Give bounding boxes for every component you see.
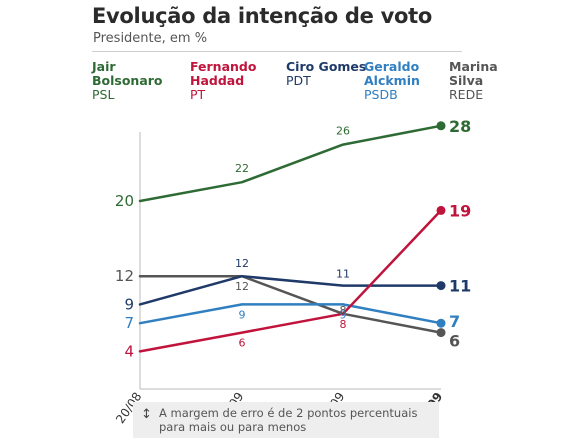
legend-party: PT	[190, 87, 206, 102]
series-endpoint-marker	[436, 205, 446, 215]
data-label: 9	[239, 308, 246, 321]
data-label: 26	[336, 125, 350, 138]
legend-item-bolsonaro: Jair Bolsonaro PSL	[92, 60, 182, 102]
legend-item-haddad: Fernando Haddad PT	[190, 60, 280, 102]
series-endpoint-marker	[436, 281, 446, 291]
series-endpoint-marker	[436, 328, 446, 338]
data-label: 12	[235, 257, 249, 270]
data-label: 22	[235, 162, 249, 175]
legend-name: Fernando Haddad	[190, 59, 257, 88]
legend-party: PSDB	[364, 87, 398, 102]
data-label: 8	[340, 318, 347, 331]
data-label-start: 4	[124, 342, 134, 360]
legend-item-ciro: Ciro Gomes PDT	[286, 60, 376, 88]
series-line	[138, 124, 443, 203]
legend-name: Ciro Gomes	[286, 59, 367, 74]
data-label-end: 11	[449, 277, 471, 296]
data-label-end: 6	[449, 332, 460, 351]
data-label-start: 7	[124, 314, 134, 332]
series-endpoint-marker	[436, 318, 446, 328]
series-line	[138, 274, 443, 306]
series-line	[138, 209, 443, 353]
series-endpoint-marker	[436, 121, 446, 131]
data-label-end: 28	[449, 117, 471, 136]
legend-name: Marina Silva	[449, 59, 498, 88]
data-label-end: 7	[449, 312, 460, 331]
margin-of-error-note: ↕ A margem de erro é de 2 pontos percent…	[133, 402, 439, 438]
data-label-start: 12	[115, 267, 134, 285]
up-down-arrow-icon: ↕	[141, 407, 152, 422]
legend-party: REDE	[449, 87, 484, 102]
legend-name: Geraldo Alckmin	[364, 59, 420, 88]
title-divider	[92, 51, 462, 52]
series-line	[138, 274, 443, 334]
legend-party: PDT	[286, 73, 311, 88]
legend-item-marina: Marina Silva REDE	[449, 60, 529, 102]
legend-party: PSL	[92, 87, 115, 102]
data-label-start: 9	[124, 295, 134, 313]
series-line	[138, 303, 443, 325]
data-label: 8	[340, 304, 347, 317]
chart-title: Evolução da intenção de voto	[92, 4, 432, 28]
data-label-start: 20	[115, 192, 134, 210]
data-label-end: 19	[449, 201, 471, 220]
data-label: 6	[239, 337, 246, 350]
data-label: 11	[336, 268, 350, 281]
margin-of-error-text: A margem de erro é de 2 pontos percentua…	[159, 406, 418, 434]
data-label: 9	[340, 308, 347, 321]
legend-item-alckmin: Geraldo Alckmin PSDB	[364, 60, 454, 102]
data-label: 12	[235, 280, 249, 293]
legend-name: Jair Bolsonaro	[92, 59, 163, 88]
chart-subtitle: Presidente, em %	[93, 31, 208, 46]
